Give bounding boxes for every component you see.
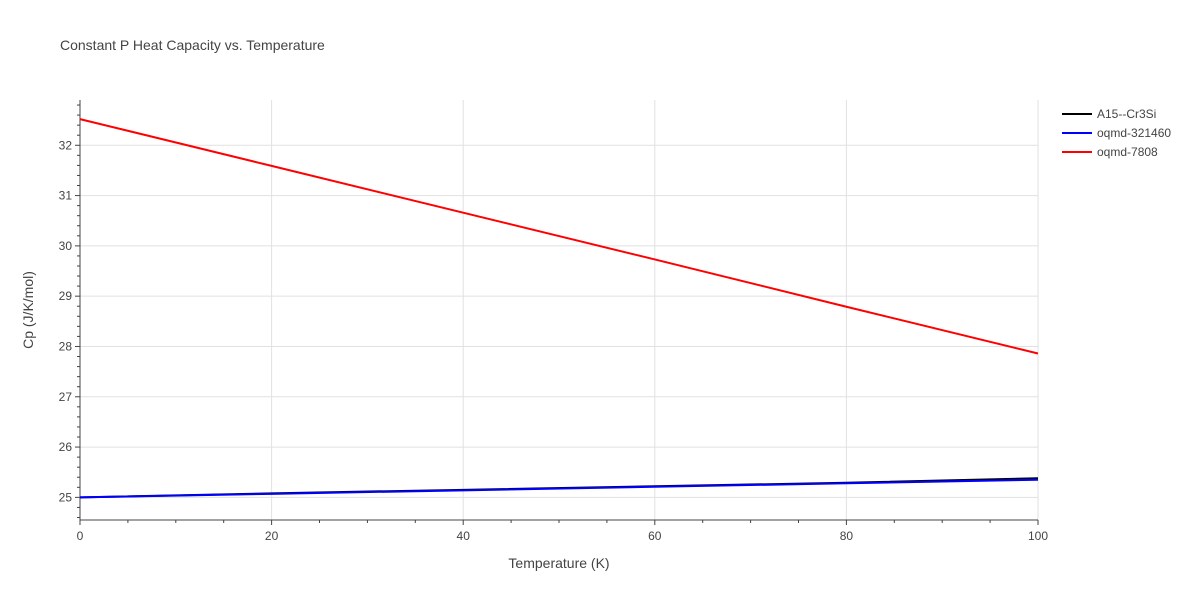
y-tick-label: 29 [59,289,73,303]
y-tick-label: 26 [59,440,73,454]
x-axis-label: Temperature (K) [508,555,609,571]
series-line-oqmd-321460 [79,478,1039,499]
grid-lines [80,100,1039,520]
legend: A15--Cr3Si oqmd-321460 oqmd-7808 [1062,107,1171,159]
x-tick-label: 80 [840,529,854,543]
y-tick-label: 32 [59,138,73,152]
axes: 25 26 27 28 29 30 31 32 0 20 40 60 80 100 [59,100,1048,543]
y-tick-label: 25 [59,490,73,504]
series-line-oqmd-7808 [79,118,1039,355]
y-tick-label: 30 [59,239,73,253]
x-tick-label: 100 [1028,529,1048,543]
y-tick-label: 31 [59,189,73,203]
y-tick-label: 28 [59,339,73,353]
legend-label: oqmd-7808 [1097,145,1158,159]
series-lines [79,118,1039,499]
legend-label: A15--Cr3Si [1097,107,1156,121]
x-tick-label: 0 [77,529,84,543]
y-tick-label: 27 [59,390,73,404]
y-axis-label: Cp (J/K/mol) [20,271,36,349]
x-tick-label: 60 [648,529,662,543]
x-tick-label: 40 [457,529,471,543]
chart-title: Constant P Heat Capacity vs. Temperature [60,37,325,53]
x-tick-label: 20 [265,529,279,543]
legend-label: oqmd-321460 [1097,126,1171,140]
